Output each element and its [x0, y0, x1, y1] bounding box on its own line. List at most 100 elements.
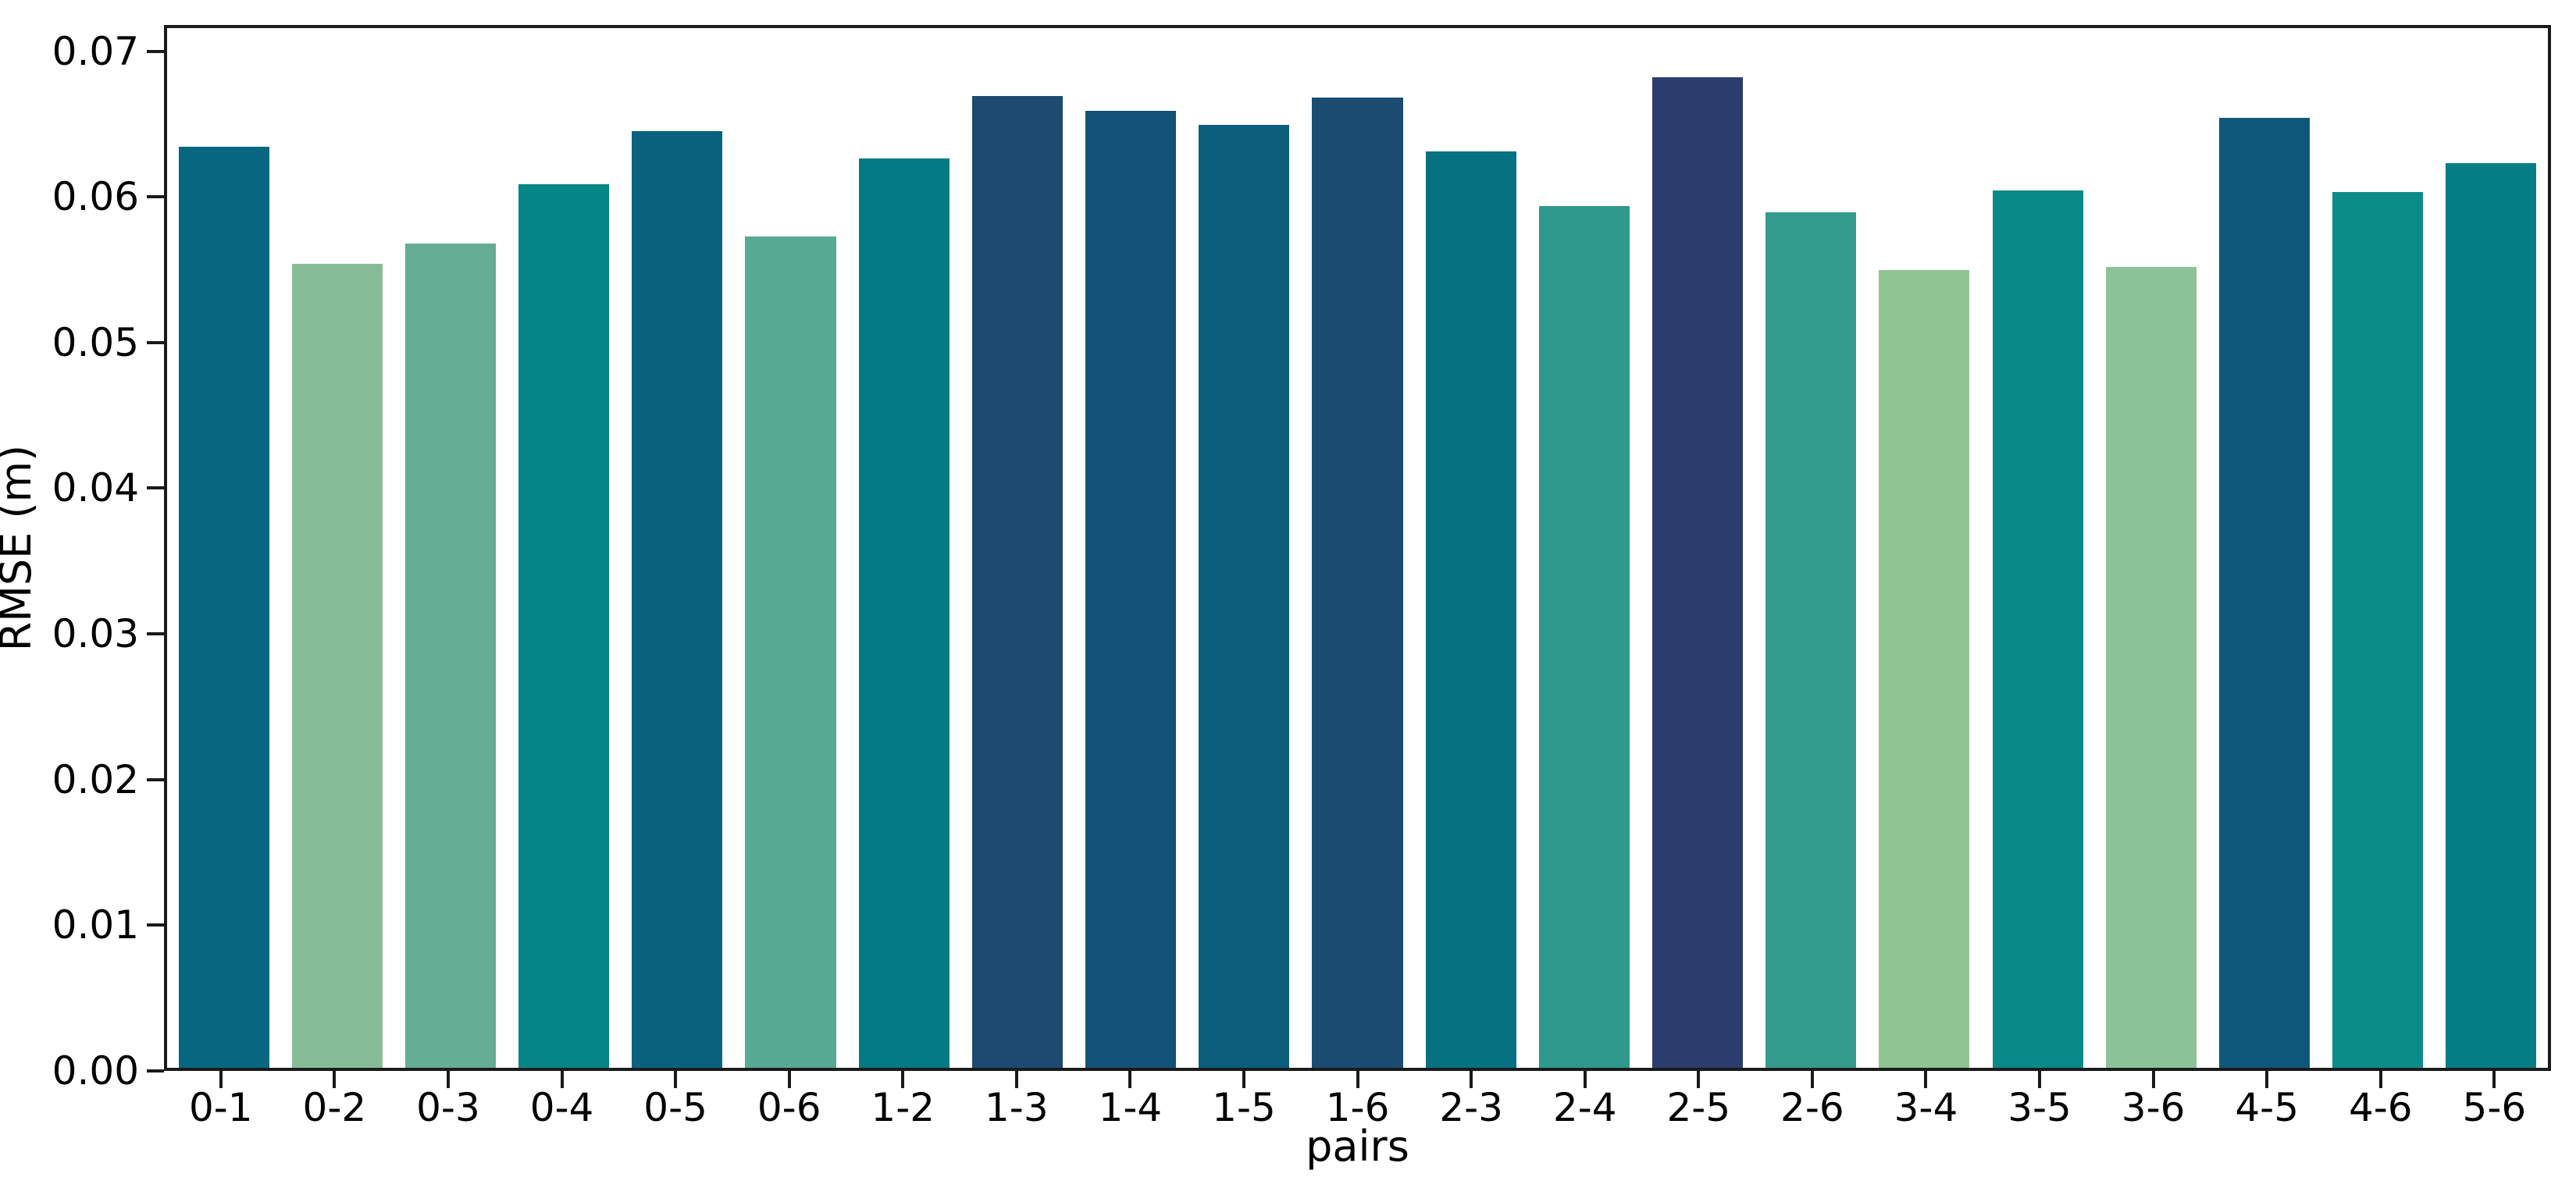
x-tick-slot	[2324, 1071, 2438, 1088]
bars-container	[167, 28, 2548, 1068]
bar-slot	[508, 28, 621, 1068]
x-tick-slot	[2438, 1071, 2552, 1088]
y-tick-label: 0.04	[52, 465, 139, 511]
x-tick-label: 0-2	[302, 1085, 367, 1130]
bar-slot	[1414, 28, 1527, 1068]
x-tick-slot	[1983, 1071, 2097, 1088]
y-tick-label: 0.02	[52, 756, 139, 802]
x-tick-label: 1-2	[871, 1085, 935, 1130]
y-tick-label: 0.03	[52, 611, 139, 657]
x-tick-mark	[2378, 1071, 2382, 1088]
y-tick-mark	[147, 923, 164, 927]
x-tick-label: 1-4	[1098, 1085, 1163, 1130]
bar-0-4	[518, 184, 610, 1068]
y-tick-label: 0.07	[52, 28, 139, 74]
plot-area	[164, 25, 2551, 1071]
bar-slot	[621, 28, 734, 1068]
bar-slot	[847, 28, 960, 1068]
bar-slot	[1641, 28, 1754, 1068]
bar-slot	[960, 28, 1074, 1068]
bar-0-6	[745, 237, 836, 1068]
y-tick-mark	[147, 486, 164, 490]
x-tick-slot	[391, 1071, 505, 1088]
x-tick-slot	[164, 1071, 278, 1088]
bar-0-2	[291, 264, 383, 1068]
x-tick-label: 2-4	[1552, 1085, 1617, 1130]
x-tick-slot	[960, 1071, 1074, 1088]
x-tick-slot	[1528, 1071, 1642, 1088]
bar-slot	[2207, 28, 2321, 1068]
bar-5-6	[2446, 162, 2537, 1068]
bar-slot	[734, 28, 847, 1068]
bar-0-1	[178, 147, 269, 1068]
x-tick-slot	[505, 1071, 619, 1088]
x-tick-label: 3-5	[2008, 1085, 2072, 1130]
x-tick-label: 0-3	[416, 1085, 480, 1130]
bar-slot	[1074, 28, 1188, 1068]
x-tick-slot	[1755, 1071, 1869, 1088]
x-tick-mark	[2265, 1071, 2269, 1088]
x-tick-slot	[732, 1071, 846, 1088]
x-tick-mark	[1356, 1071, 1359, 1088]
y-tick-label: 0.00	[52, 1048, 139, 1094]
x-tick-mark	[787, 1071, 791, 1088]
x-axis-title: pairs	[1306, 1122, 1409, 1171]
x-tick-mark	[1697, 1071, 1701, 1088]
bar-1-5	[1199, 125, 1290, 1068]
bar-1-2	[858, 158, 950, 1068]
x-tick-slot	[1642, 1071, 1756, 1088]
x-tick-label: 2-6	[1780, 1085, 1844, 1130]
x-tick-mark	[1924, 1071, 1928, 1088]
bar-slot	[1755, 28, 1868, 1068]
x-tick-slot	[1414, 1071, 1528, 1088]
y-tick-label: 0.06	[52, 174, 139, 220]
x-tick-label: 3-6	[2121, 1085, 2186, 1130]
y-tick-label: 0.01	[52, 902, 139, 948]
bar-2-3	[1425, 151, 1516, 1068]
x-tick-label: 4-5	[2235, 1085, 2300, 1130]
bar-4-5	[2218, 118, 2311, 1068]
x-tick-label: 5-6	[2462, 1085, 2527, 1130]
x-tick-slot	[1869, 1071, 1983, 1088]
bar-3-6	[2105, 267, 2197, 1068]
bar-3-5	[1992, 190, 2083, 1068]
y-tick-mark	[147, 1069, 164, 1073]
x-tick-label: 2-5	[1666, 1085, 1731, 1130]
x-axis-ticks	[164, 1071, 2551, 1088]
x-tick-label: 1-3	[985, 1085, 1049, 1130]
x-tick-slot	[2210, 1071, 2324, 1088]
bar-2-5	[1651, 77, 1744, 1068]
x-tick-slot	[846, 1071, 960, 1088]
x-tick-label: 0-4	[529, 1085, 594, 1130]
x-tick-mark	[560, 1071, 564, 1088]
x-tick-label: 0-1	[188, 1085, 253, 1130]
x-tick-label: 0-6	[757, 1085, 821, 1130]
x-tick-mark	[674, 1071, 678, 1088]
x-tick-mark	[901, 1071, 905, 1088]
x-tick-label: 1-5	[1212, 1085, 1276, 1130]
x-tick-mark	[1014, 1071, 1018, 1088]
bar-slot	[394, 28, 507, 1068]
bar-slot	[2094, 28, 2207, 1068]
x-tick-mark	[333, 1071, 337, 1088]
x-tick-mark	[1470, 1071, 1473, 1088]
y-tick-mark	[147, 777, 164, 781]
bar-1-4	[1085, 110, 1177, 1068]
y-tick-mark	[147, 340, 164, 344]
x-tick-slot	[618, 1071, 732, 1088]
bar-1-3	[971, 96, 1063, 1068]
x-tick-mark	[2151, 1071, 2155, 1088]
y-tick-mark	[147, 195, 164, 199]
bar-slot	[280, 28, 394, 1068]
bar-slot	[167, 28, 280, 1068]
x-tick-mark	[446, 1071, 450, 1088]
bar-3-4	[1879, 269, 1970, 1068]
bar-slot	[1981, 28, 2094, 1068]
bar-4-6	[2332, 191, 2424, 1068]
x-tick-label: 1-6	[1325, 1085, 1390, 1130]
x-tick-mark	[2038, 1071, 2042, 1088]
bar-0-5	[632, 130, 723, 1068]
x-tick-slot	[1074, 1071, 1188, 1088]
x-tick-slot	[1301, 1071, 1415, 1088]
